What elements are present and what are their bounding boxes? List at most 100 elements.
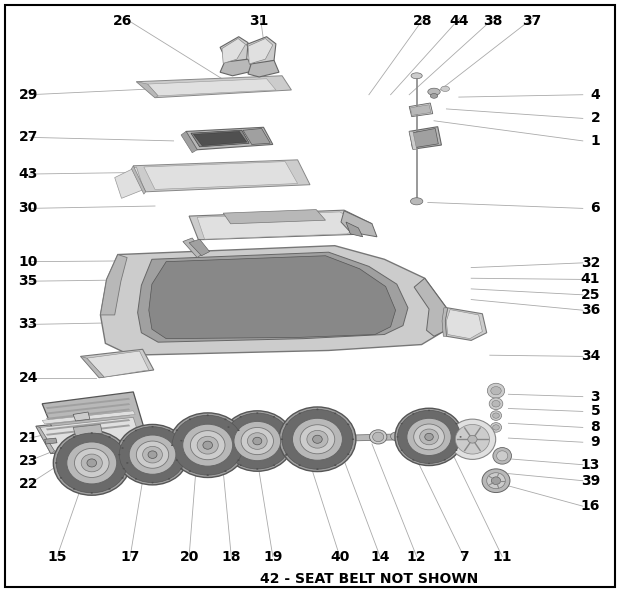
Text: 5: 5 (590, 404, 600, 419)
Ellipse shape (234, 422, 281, 461)
Ellipse shape (391, 432, 401, 440)
Ellipse shape (285, 454, 287, 456)
Polygon shape (144, 162, 298, 189)
Ellipse shape (316, 408, 319, 410)
Polygon shape (136, 82, 158, 98)
Polygon shape (189, 210, 372, 240)
Polygon shape (414, 278, 446, 336)
Ellipse shape (411, 73, 422, 79)
Ellipse shape (307, 430, 328, 448)
Ellipse shape (108, 436, 111, 438)
Text: 20: 20 (179, 549, 199, 564)
Text: 37: 37 (522, 14, 542, 28)
Ellipse shape (239, 465, 242, 466)
Polygon shape (410, 105, 431, 115)
Polygon shape (189, 239, 210, 256)
Text: 7: 7 (459, 549, 469, 564)
Ellipse shape (273, 465, 275, 466)
Ellipse shape (108, 488, 111, 490)
Ellipse shape (455, 449, 458, 451)
Ellipse shape (122, 477, 124, 479)
Text: 43: 43 (19, 167, 38, 181)
Ellipse shape (347, 453, 350, 455)
Polygon shape (133, 160, 310, 192)
Ellipse shape (126, 462, 128, 464)
Ellipse shape (143, 446, 162, 463)
Polygon shape (100, 246, 446, 355)
Ellipse shape (410, 198, 423, 205)
Text: 42 - SEAT BELT NOT SHOWN: 42 - SEAT BELT NOT SHOWN (260, 572, 478, 586)
Polygon shape (409, 131, 417, 149)
Polygon shape (446, 310, 482, 339)
Ellipse shape (55, 462, 58, 464)
Ellipse shape (487, 472, 505, 489)
Polygon shape (409, 127, 441, 149)
Polygon shape (36, 416, 146, 453)
Ellipse shape (370, 430, 387, 444)
Text: 6: 6 (590, 201, 600, 215)
Ellipse shape (285, 426, 287, 428)
Polygon shape (248, 38, 273, 64)
Ellipse shape (493, 425, 499, 430)
Polygon shape (347, 433, 425, 441)
Ellipse shape (190, 430, 225, 460)
Ellipse shape (206, 414, 209, 416)
Ellipse shape (444, 413, 446, 414)
Ellipse shape (290, 440, 291, 442)
Ellipse shape (459, 436, 462, 437)
Polygon shape (248, 60, 279, 77)
Polygon shape (409, 103, 433, 117)
Ellipse shape (412, 459, 414, 461)
Polygon shape (46, 414, 130, 425)
Polygon shape (81, 349, 154, 378)
Ellipse shape (206, 474, 209, 476)
Polygon shape (220, 59, 253, 76)
Text: 35: 35 (19, 274, 38, 288)
Text: 1: 1 (590, 134, 600, 148)
Ellipse shape (91, 492, 93, 494)
Text: 4: 4 (590, 88, 600, 102)
Text: 29: 29 (19, 88, 38, 102)
Ellipse shape (169, 413, 246, 478)
Polygon shape (73, 412, 90, 421)
Polygon shape (87, 351, 149, 377)
Ellipse shape (135, 478, 137, 480)
Ellipse shape (455, 423, 458, 424)
Ellipse shape (414, 424, 445, 450)
Ellipse shape (175, 459, 178, 461)
Polygon shape (183, 238, 203, 258)
Ellipse shape (402, 433, 410, 439)
Polygon shape (42, 392, 144, 437)
Ellipse shape (449, 419, 496, 459)
Polygon shape (148, 79, 276, 96)
Polygon shape (149, 256, 396, 339)
Text: 41: 41 (581, 272, 600, 287)
Ellipse shape (428, 410, 430, 411)
Ellipse shape (352, 439, 354, 440)
Polygon shape (222, 38, 246, 63)
Text: 11: 11 (492, 549, 512, 564)
Ellipse shape (224, 419, 227, 420)
Ellipse shape (428, 463, 430, 464)
Ellipse shape (60, 477, 62, 479)
Ellipse shape (118, 454, 120, 455)
Ellipse shape (482, 469, 510, 493)
Ellipse shape (347, 423, 350, 425)
Ellipse shape (148, 451, 157, 458)
Text: 23: 23 (19, 453, 38, 468)
Ellipse shape (74, 448, 109, 478)
Text: 18: 18 (221, 549, 241, 564)
Ellipse shape (425, 433, 433, 440)
Ellipse shape (172, 416, 243, 475)
Ellipse shape (285, 423, 288, 425)
Text: 26: 26 (113, 14, 133, 28)
Ellipse shape (239, 416, 242, 417)
Polygon shape (138, 252, 408, 342)
Ellipse shape (224, 470, 227, 472)
Ellipse shape (395, 408, 463, 465)
Ellipse shape (300, 424, 335, 454)
Ellipse shape (56, 433, 127, 493)
Ellipse shape (119, 427, 186, 482)
Ellipse shape (401, 449, 403, 451)
Ellipse shape (223, 440, 225, 442)
